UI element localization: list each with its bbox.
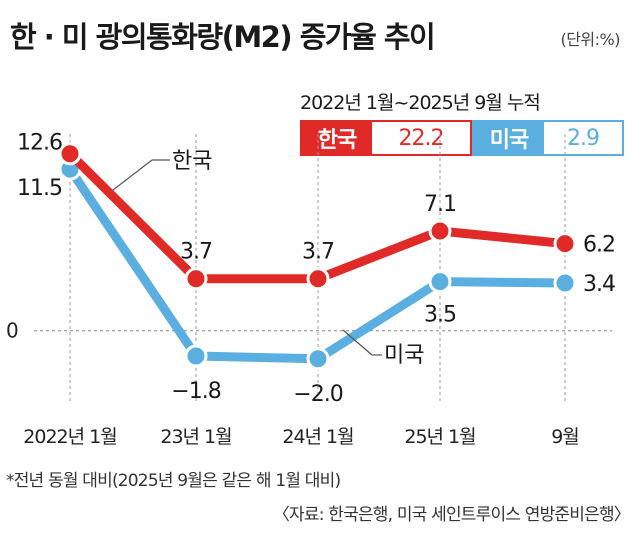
- footnote: *전년 동월 대비(2025년 9월은 같은 해 1월 대비): [6, 471, 341, 491]
- us-point-4: [428, 270, 452, 294]
- korea-point-4: [428, 219, 452, 243]
- source-note: 〈자료: 한국은행, 미국 세인트루이스 연방준비은행〉: [272, 505, 631, 525]
- korea-series-label: 한국: [172, 149, 212, 174]
- korea-cumulative-box: 한국 22.2: [300, 120, 472, 156]
- us-cumulative-box: 미국 2.9: [472, 120, 624, 156]
- y-tick-label-0: 0: [6, 319, 19, 343]
- korea-data-label-5: 6.2: [583, 233, 615, 258]
- x-tick-label-4: 25년 1월: [404, 426, 475, 448]
- korea-point-1: [58, 142, 82, 166]
- korea-data-label-1: 12.6: [17, 131, 62, 156]
- x-tick-label-1: 2022년 1월: [23, 426, 116, 448]
- korea-point-5: [553, 232, 577, 256]
- cumulative-label: 2022년 1월~2025년 9월 누적: [300, 92, 541, 114]
- korea-point-3: [306, 267, 330, 291]
- us-leader-line: [342, 329, 373, 356]
- us-cumulative-value: 2.9: [567, 125, 600, 151]
- chart-title: 한 · 미 광의통화량(M2) 증가율 추이: [10, 20, 436, 54]
- us-point-5: [553, 271, 577, 295]
- us-cumulative-tag: 미국: [474, 122, 544, 154]
- korea-point-2: [184, 267, 208, 291]
- korea-data-label-4: 7.1: [424, 192, 456, 217]
- us-data-label-5: 3.4: [583, 272, 615, 297]
- us-data-label-3: −2.0: [293, 382, 342, 407]
- korea-cumulative-value: 22.2: [398, 125, 445, 151]
- korea-data-label-3: 3.7: [302, 240, 334, 265]
- us-point-3: [306, 347, 330, 371]
- x-tick-label-5: 9월: [551, 426, 579, 448]
- us-point-2: [184, 344, 208, 368]
- us-data-label-1: 11.5: [17, 176, 62, 201]
- korea-cumulative-tag: 한국: [302, 122, 372, 154]
- korea-leader-line: [112, 159, 153, 191]
- x-tick-label-2: 23년 1월: [160, 426, 231, 448]
- us-data-label-2: −1.8: [171, 379, 220, 404]
- unit-label: (단위:%): [560, 30, 620, 49]
- us-series-label: 미국: [384, 343, 424, 368]
- x-tick-label-3: 24년 1월: [282, 426, 353, 448]
- us-data-label-4: 3.5: [424, 303, 456, 328]
- korea-data-label-2: 3.7: [180, 240, 212, 265]
